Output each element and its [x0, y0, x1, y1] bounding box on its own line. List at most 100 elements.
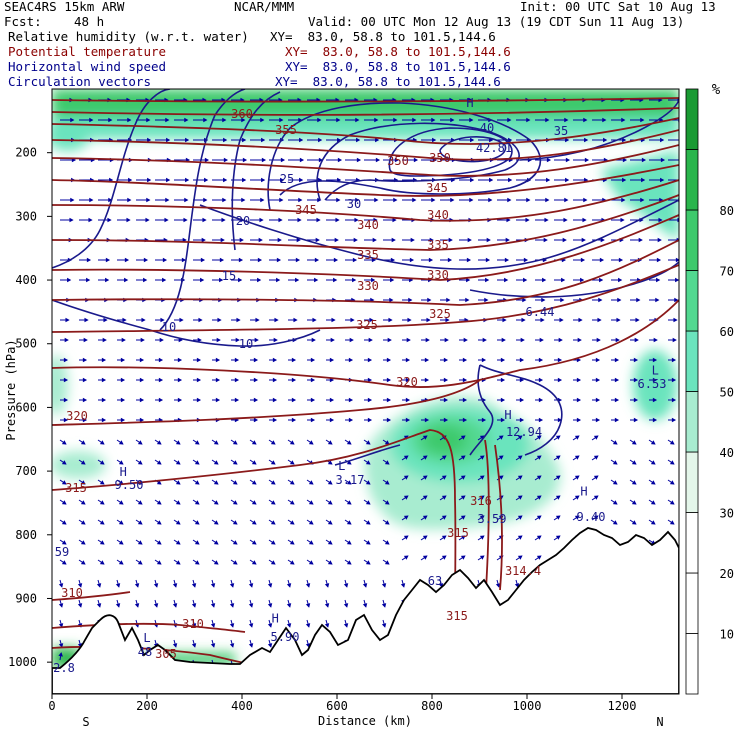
wind-vector-head [536, 515, 542, 520]
wind-vector-head [177, 357, 183, 363]
wind-vector-head [308, 540, 314, 545]
wind-vector-head [669, 520, 675, 525]
wind-vector-head [424, 357, 430, 363]
rh-patch-left-mid [52, 355, 68, 415]
wind-vector-head [574, 475, 580, 480]
wind-vector-head [448, 237, 453, 243]
wind-vector-head [656, 277, 661, 283]
wind-vector-head [564, 197, 569, 203]
wind-vector-head [555, 455, 561, 460]
wind-vector-head [222, 117, 227, 123]
theta-label: 335 [357, 248, 379, 262]
wind-vector-head [299, 157, 305, 163]
terrain [52, 527, 679, 694]
wind-vector-head [89, 117, 94, 123]
wind-vector-head [481, 357, 487, 363]
wind-vector-head [229, 623, 235, 628]
wind-vector-head [432, 137, 437, 143]
wind-vector-head [365, 460, 371, 465]
colorbar-swatch [685, 149, 699, 211]
wind-vector-head [465, 297, 470, 303]
wind-vector-head [603, 137, 608, 143]
wind-vector-head [61, 540, 67, 545]
theta-contour [494, 444, 503, 591]
wind-vector-head [63, 357, 69, 363]
wind-vector-head [425, 337, 430, 343]
wind-vector-head [407, 317, 412, 323]
wind-vector-head [329, 417, 335, 423]
wind-vector-head [555, 535, 561, 540]
theta-label: 320 [66, 409, 88, 423]
wind-vector-head [460, 475, 466, 480]
wind-vector-head [260, 117, 265, 123]
wind-vector-head [232, 540, 238, 545]
wind-vector-head [310, 377, 316, 383]
wind-vector-head [672, 337, 677, 343]
wind-vector-head [137, 520, 143, 525]
wind-vector-head [486, 237, 491, 243]
wind-vector-head [481, 417, 487, 423]
wind-vector-head [658, 97, 663, 103]
wind-vector-head [330, 337, 335, 343]
wind-vector-head [387, 337, 392, 343]
wind-vector-head [232, 500, 238, 505]
wind-vector-head [346, 460, 352, 465]
rh-patch-upper-left [52, 119, 90, 151]
wind-vector-head [680, 179, 683, 182]
wind-vector-head [242, 177, 247, 183]
wind-vector-head [405, 377, 411, 383]
field-wind-xy: XY= 83.0, 58.8 to 101.5,144.6 [285, 59, 511, 74]
wind-vector-head [272, 357, 278, 363]
wind-vector-head [384, 500, 390, 505]
wind-vector-head [367, 357, 373, 363]
wind-vector-head [542, 277, 547, 283]
wind-vector-head [470, 137, 475, 143]
wind-vector-head [422, 455, 428, 460]
wind-vector-head [498, 475, 504, 480]
wind-vector-head [615, 337, 620, 343]
wind-vector-head [500, 417, 506, 423]
wind-vector-head [270, 440, 276, 445]
wind-vector-head [498, 435, 504, 440]
wind-vector-head [261, 177, 266, 183]
wind-vector-head [489, 177, 494, 183]
wind-vector-head [557, 357, 563, 363]
org-name: NCAR/MMM [234, 0, 295, 14]
wind-vector-head [384, 460, 390, 465]
theta-label: 314.4 [505, 564, 541, 578]
wind-vector-head [593, 435, 599, 440]
wind-vector-head [137, 460, 143, 465]
wind-vector-head [405, 357, 411, 363]
wind-vector-head [318, 137, 323, 143]
wind-vector-head [424, 377, 430, 383]
wind-vector-head [235, 337, 240, 343]
wind-vector-head [612, 500, 618, 505]
wind-vector-head [525, 217, 530, 223]
wind-vector-head [221, 217, 226, 223]
wind-vector-head [562, 237, 567, 243]
wind-vector-head [69, 217, 74, 223]
wind-vector-head [270, 560, 276, 565]
wind-vector-head [140, 337, 145, 343]
wind-vector-head [99, 460, 105, 465]
field-theta-xy: XY= 83.0, 58.8 to 101.5,144.6 [285, 44, 511, 59]
wind-vector-head [80, 500, 86, 505]
rh-patch-left-low [52, 451, 106, 479]
wind-vector-head [584, 177, 589, 183]
colorbar-tick-label: 80 [720, 204, 734, 218]
wind-vector-head [655, 297, 660, 303]
wind-vector-head [251, 520, 257, 525]
wind-vector-head [251, 560, 257, 565]
wind-vector-head [538, 377, 544, 383]
wind-label: 59 [55, 545, 69, 559]
wind-vector-head [291, 397, 297, 403]
wind-vector-head [255, 317, 260, 323]
wind-extremum-marker: H [580, 484, 587, 498]
wind-vector-head [498, 455, 504, 460]
field-vectors-xy: XY= 83.0, 58.8 to 101.5,144.6 [275, 74, 501, 89]
wind-vector-head [577, 337, 582, 343]
y-tick-label: 300 [15, 209, 37, 223]
wind-vector-head [519, 377, 525, 383]
wind-vector-head [674, 297, 679, 303]
